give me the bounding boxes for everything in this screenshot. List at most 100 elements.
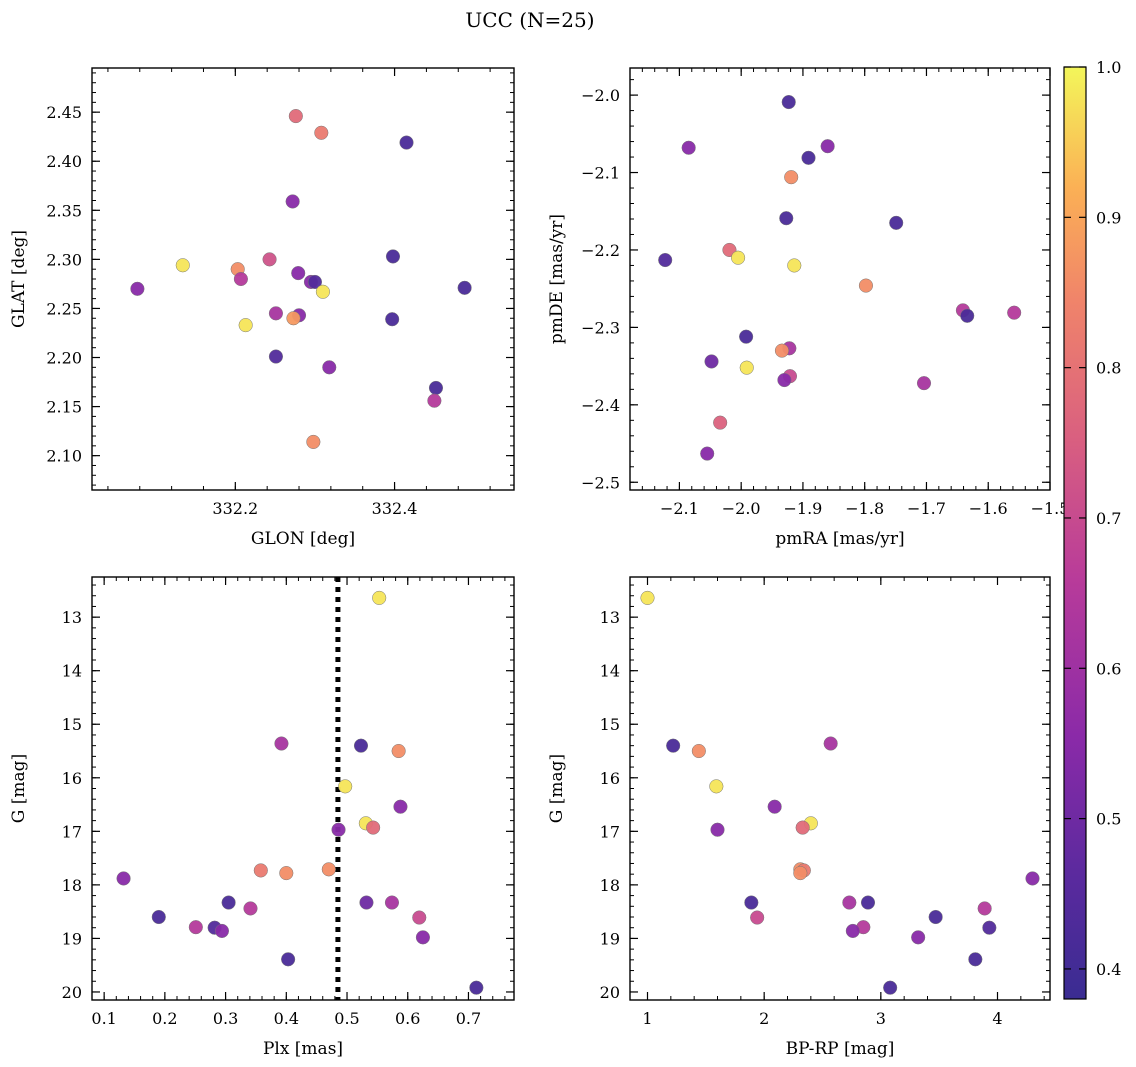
scatter-point [820, 139, 835, 154]
scatter-point [306, 434, 321, 449]
scatter-point [777, 372, 792, 388]
scatter-point [916, 376, 932, 391]
pmra-pmde-ticks [629, 68, 1051, 490]
scatter-point [681, 140, 696, 155]
scatter-point [781, 95, 796, 110]
scatter-point [960, 308, 975, 323]
colorbar: 0.4 0.5 0.6 0.7 0.8 0.9 1.0 [1063, 58, 1121, 1000]
scatter-point [253, 863, 268, 878]
glon-glat-ticks [92, 68, 514, 490]
colorbar-gradient [1063, 66, 1087, 1000]
plx-g-panel: 0.1 0.2 0.3 0.4 0.5 0.6 0.7 13 14 15 16 17 18 19 20 Plx… [9, 576, 515, 1059]
bprp-g-frame [629, 576, 1051, 1001]
bprp-g-x-axis-label: BP-RP [mag] [786, 1039, 895, 1059]
x-tick-label: 0.6 [395, 1009, 420, 1028]
scatter-point [779, 211, 794, 226]
scatter-point [322, 360, 337, 375]
scatter-point [385, 312, 400, 327]
colorbar-tick-label: 0.6 [1096, 659, 1121, 678]
scatter-point [274, 736, 289, 751]
y-tick-label: 2.35 [46, 201, 82, 220]
scatter-point [666, 738, 681, 753]
y-tick-label: 2.10 [46, 447, 82, 466]
scatter-point [286, 311, 301, 326]
glon-glat-frame [91, 67, 515, 491]
scatter-point [845, 923, 860, 938]
x-tick-label: 0.5 [334, 1009, 359, 1028]
scatter-point [739, 360, 754, 375]
x-tick-label: 332.4 [372, 499, 418, 518]
y-tick-label: 2.20 [46, 349, 82, 368]
scatter-point [321, 862, 336, 877]
y-tick-label: 2.40 [46, 152, 82, 171]
scatter-point [268, 306, 283, 321]
x-tick-label: −1.6 [969, 499, 1008, 518]
y-tick-label: 13 [62, 608, 82, 627]
scatter-point [243, 901, 258, 916]
scatter-point [353, 738, 369, 753]
scatter-point [710, 822, 725, 837]
colorbar-tick-label: 0.9 [1096, 208, 1121, 227]
colorbar-tick-label: 0.8 [1096, 359, 1121, 378]
scatter-point [359, 895, 374, 910]
scatter-point [700, 446, 715, 461]
scatter-point [314, 125, 329, 140]
scatter-point [731, 250, 746, 265]
scatter-point [427, 393, 442, 408]
glon-glat-panel: 332.2 332.4 2.10 2.15 2.20 2.25 2.30 2.35 2.40 2.… [9, 67, 515, 549]
glon-glat-points [130, 109, 472, 449]
scatter-point [883, 980, 898, 995]
bprp-g-ticks [630, 577, 1050, 1000]
scatter-point [469, 980, 484, 995]
scatter-point [233, 271, 248, 287]
plx-g-frame [91, 576, 515, 1001]
scatter-point [175, 258, 190, 273]
scatter-point [784, 170, 799, 185]
scatter-point [787, 258, 802, 273]
scatter-point [366, 820, 381, 835]
scatter-point [238, 318, 253, 333]
y-tick-label: 16 [62, 769, 82, 788]
scatter-point [691, 743, 706, 759]
pmra-pmde-y-axis-label: pmDE [mas/yr] [547, 214, 567, 344]
y-tick-label: 17 [600, 822, 620, 841]
colorbar-ticks: 0.4 0.5 0.6 0.7 0.8 0.9 1.0 [1064, 58, 1121, 979]
scatter-point [285, 194, 300, 209]
scatter-point [1007, 305, 1022, 320]
scatter-point [288, 109, 303, 124]
scatter-point [428, 380, 444, 395]
scatter-point [889, 215, 904, 230]
y-tick-label: 15 [600, 715, 620, 734]
scatter-point [795, 820, 810, 835]
scatter-point [384, 895, 400, 910]
panels: 332.2 332.4 2.10 2.15 2.20 2.25 2.30 2.35 2.40 2.… [9, 67, 1070, 1059]
scatter-point [968, 952, 983, 967]
scatter-point [385, 249, 401, 264]
x-tick-label: −2.1 [660, 499, 699, 518]
y-tick-label: 16 [600, 769, 620, 788]
scatter-point [767, 799, 782, 814]
scatter-point [739, 329, 754, 344]
bprp-g-points [640, 590, 1040, 995]
y-tick-label: 18 [62, 876, 82, 895]
x-tick-label: −1.5 [1031, 499, 1070, 518]
scatter-point [793, 866, 808, 881]
scatter-point [704, 354, 719, 369]
x-tick-label: 0.1 [91, 1009, 116, 1028]
plx-g-x-axis-label: Plx [mas] [263, 1039, 343, 1059]
pmra-pmde-panel: −2.1 −2.0 −1.9 −1.8 −1.7 −1.6 −1.5 −2.5 −2.4 −2.3… [547, 67, 1070, 549]
scatter-point [268, 349, 283, 364]
scatter-point [744, 895, 759, 910]
y-tick-label: −2.3 [581, 318, 620, 337]
y-tick-label: 20 [62, 983, 82, 1002]
bprp-g-y-axis-label: G [mag] [547, 754, 567, 823]
scatter-point [281, 952, 296, 967]
y-tick-label: 2.45 [46, 103, 82, 122]
scatter-point [750, 910, 765, 925]
scatter-point [1025, 871, 1040, 886]
scatter-point [151, 909, 166, 925]
scatter-point [307, 274, 322, 289]
y-tick-label: 19 [600, 929, 620, 948]
scatter-point [116, 871, 131, 886]
